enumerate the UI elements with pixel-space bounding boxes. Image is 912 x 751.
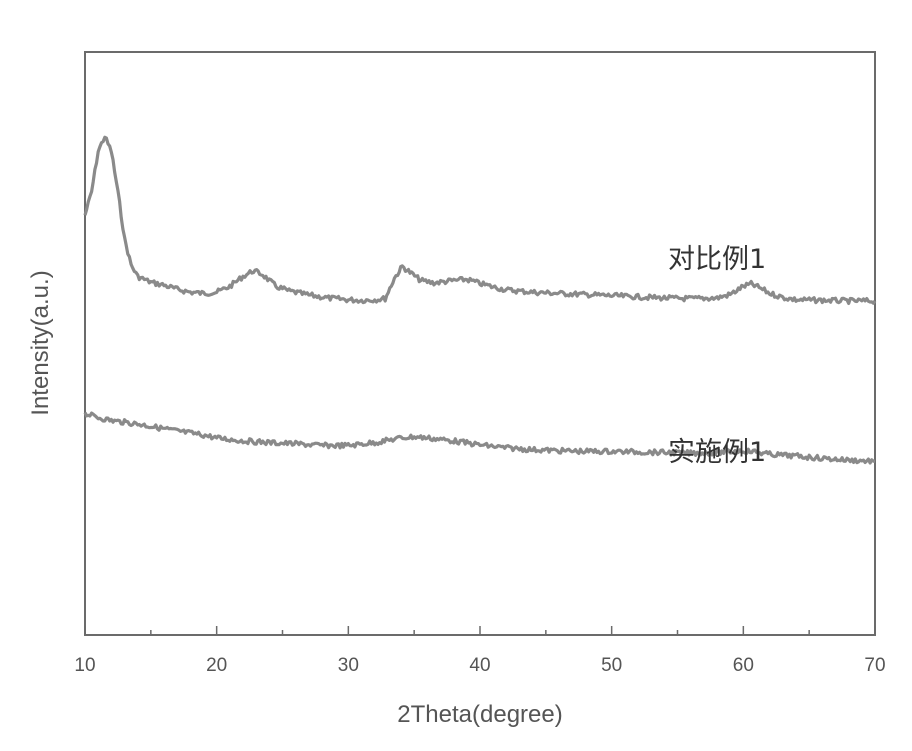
x-tick-label: 30 [338, 655, 359, 676]
series-label-comparative: 对比例1 [668, 244, 766, 275]
x-tick-label: 10 [74, 655, 95, 676]
y-axis-label: Intensity(a.u.) [27, 270, 54, 415]
x-tick-label: 60 [733, 655, 754, 676]
x-tick-label: 40 [469, 655, 490, 676]
series-lines [85, 137, 875, 463]
x-tick-label: 70 [864, 655, 885, 676]
series-line-comparative [85, 137, 875, 303]
series-label-example: 实施例1 [668, 437, 766, 468]
plot-frame [85, 52, 875, 635]
x-tick-label: 20 [206, 655, 227, 676]
x-axis-label: 2Theta(degree) [397, 701, 562, 728]
x-axis-ticks: 10 20 30 40 50 60 70 [74, 626, 885, 676]
x-tick-label: 50 [601, 655, 622, 676]
